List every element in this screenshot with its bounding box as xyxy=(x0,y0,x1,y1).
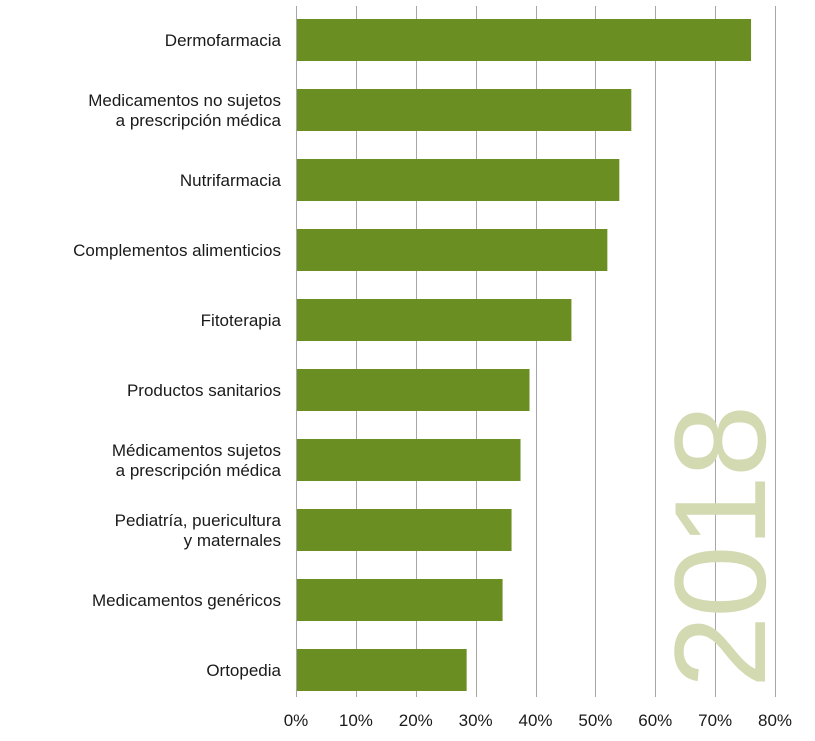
bars-layer xyxy=(297,19,752,691)
bar xyxy=(297,649,467,691)
bar xyxy=(297,159,620,201)
x-tick-label: 20% xyxy=(399,711,433,730)
category-label: Productos sanitarios xyxy=(127,381,281,400)
category-label: Nutrifarmacia xyxy=(180,171,282,190)
x-tick-label: 0% xyxy=(284,711,309,730)
bar xyxy=(297,229,608,271)
x-tick-label: 30% xyxy=(459,711,493,730)
bar xyxy=(297,299,572,341)
x-axis-tick-labels: 0% 10% 20% 30% 40% 50% 60% 70% 80% xyxy=(284,711,792,730)
category-label: Medicamentos genéricos xyxy=(92,591,281,610)
bar xyxy=(297,579,503,621)
year-watermark: 2018 xyxy=(647,407,793,688)
bar xyxy=(297,369,530,411)
x-tick-label: 50% xyxy=(578,711,612,730)
bar xyxy=(297,439,521,481)
category-label: Fitoterapia xyxy=(201,311,282,330)
category-label: Pediatría, puericultura y maternales xyxy=(115,511,282,550)
category-labels: Dermofarmacia Medicamentos no sujetos a pr… xyxy=(73,31,281,680)
category-label: Médicamentos sujetos a prescripción médic… xyxy=(112,441,282,480)
category-label: Dermofarmacia xyxy=(165,31,282,50)
bar xyxy=(297,509,512,551)
bar xyxy=(297,19,752,61)
x-tick-label: 70% xyxy=(698,711,732,730)
x-tick-label: 60% xyxy=(638,711,672,730)
category-label: Medicamentos no sujetos a prescripción mé… xyxy=(88,91,281,130)
category-label: Ortopedia xyxy=(206,661,281,680)
x-tick-label: 40% xyxy=(518,711,552,730)
category-label: Complementos alimenticios xyxy=(73,241,281,260)
bar xyxy=(297,89,632,131)
x-tick-label: 10% xyxy=(339,711,373,730)
x-tick-label: 80% xyxy=(758,711,792,730)
